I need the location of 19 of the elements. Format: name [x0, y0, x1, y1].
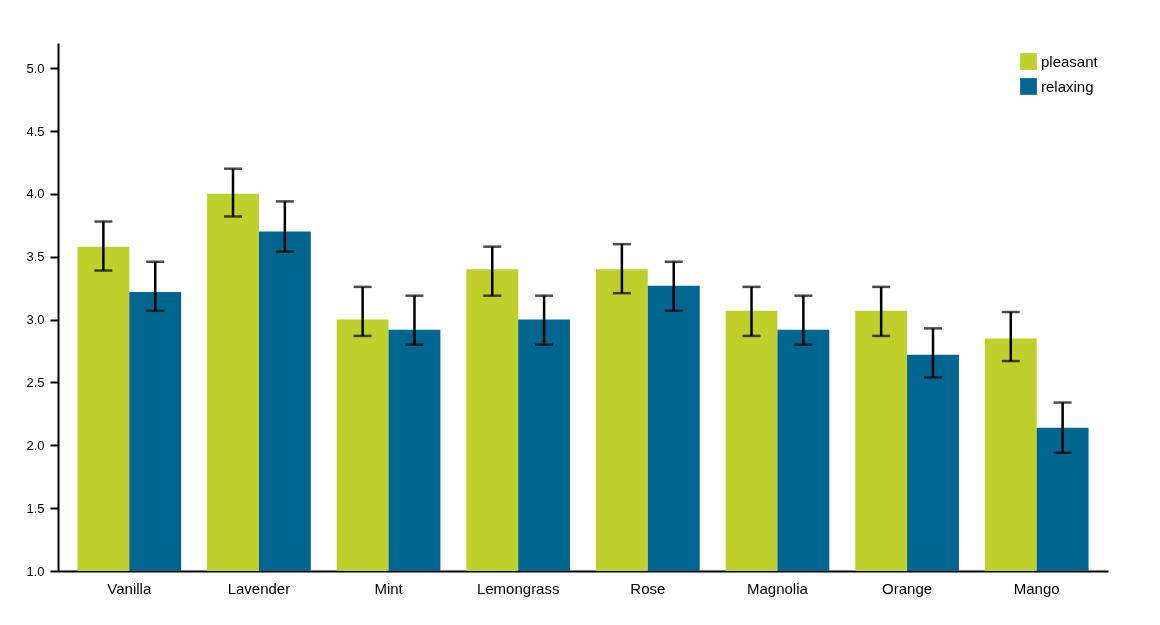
y-tick-label: 4.5	[26, 123, 45, 139]
y-tick-label: 3.0	[26, 312, 45, 328]
y-tick-label: 1.5	[26, 500, 45, 516]
x-tick-label: Rose	[630, 579, 666, 597]
y-tick-label: 5.0	[26, 60, 45, 76]
x-tick-label: Vanilla	[107, 579, 152, 597]
legend-label: relaxing	[1041, 77, 1094, 95]
x-tick-label: Lavender	[227, 579, 291, 597]
y-tick-label: 3.5	[26, 249, 45, 265]
legend-label: pleasant	[1041, 52, 1099, 70]
x-tick-label: Orange	[882, 579, 933, 597]
y-tick-label: 2.0	[26, 437, 45, 453]
y-tick-label: 2.5	[26, 374, 45, 390]
y-tick-label: 1.0	[26, 563, 45, 579]
x-tick-label: Magnolia	[747, 579, 809, 597]
x-tick-label: Mango	[1013, 579, 1060, 597]
y-tick-label: 4.0	[26, 186, 45, 202]
x-tick-label: Lemongrass	[476, 579, 560, 597]
x-tick-label: Mint	[374, 579, 404, 597]
